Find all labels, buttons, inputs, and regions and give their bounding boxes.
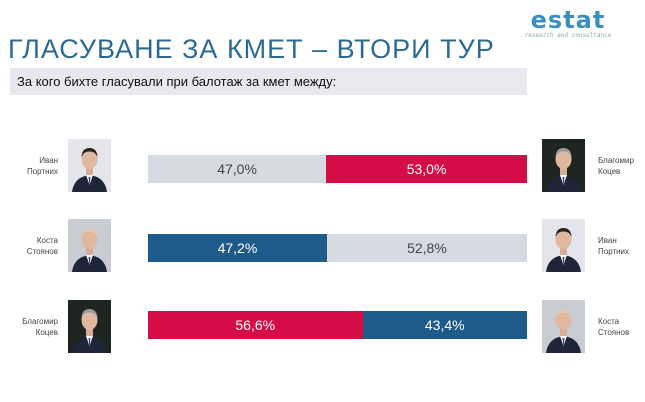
- matchup-row: Коста Стоянов 47,2% 52,8% Иван Портних: [0, 219, 645, 275]
- matchup-row: Благомир Коцев 56,6% 43,4% Коста Стоянов: [0, 300, 645, 356]
- first-name: Благомир: [598, 156, 634, 165]
- left-candidate-photo: [68, 300, 111, 353]
- slide-title: ГЛАСУВАНЕ ЗА КМЕТ – ВТОРИ ТУР: [8, 34, 495, 64]
- last-name: Стоянов: [598, 328, 630, 337]
- first-name: Иван: [39, 156, 58, 165]
- bar-segment-left: 56,6%: [148, 311, 363, 339]
- last-name: Портних: [26, 167, 58, 176]
- left-candidate-name: Благомир Коцев: [2, 316, 58, 338]
- stacked-bar: 56,6% 43,4%: [148, 311, 527, 339]
- left-candidate-name: Иван Портних: [2, 155, 58, 177]
- last-name: Коцев: [35, 328, 58, 337]
- right-candidate-photo: [542, 139, 585, 192]
- right-candidate-name: Иван Портних: [598, 235, 645, 257]
- question-box: За кого бихте гласували при балотаж за к…: [10, 68, 527, 95]
- bar-segment-right: 52,8%: [326, 234, 527, 262]
- last-name: Стоянов: [26, 247, 58, 256]
- stacked-bar: 47,2% 52,8%: [148, 234, 527, 262]
- right-candidate-photo: [542, 219, 585, 272]
- left-candidate-name: Коста Стоянов: [2, 235, 58, 257]
- left-candidate-photo: [68, 219, 111, 272]
- right-candidate-name: Коста Стоянов: [598, 316, 645, 338]
- first-name: Иван: [598, 236, 617, 245]
- first-name: Коста: [36, 236, 58, 245]
- data-label: 52,8%: [407, 240, 447, 256]
- bar-segment-right: 53,0%: [326, 155, 527, 183]
- first-name: Благомир: [22, 317, 58, 326]
- right-candidate-photo: [542, 300, 585, 353]
- bar-segment-right: 43,4%: [362, 311, 527, 339]
- left-candidate-photo: [68, 139, 111, 192]
- logo-word: estat: [530, 6, 606, 34]
- right-candidate-name: Благомир Коцев: [598, 155, 645, 177]
- matchup-row: Иван Портних 47,0% 53,0% Благомир Коцев: [0, 139, 645, 195]
- stacked-bar: 47,0% 53,0%: [148, 155, 527, 183]
- first-name: Коста: [598, 317, 620, 326]
- data-label: 47,2%: [217, 240, 258, 256]
- last-name: Коцев: [598, 167, 621, 176]
- last-name: Портних: [598, 247, 630, 256]
- data-label: 43,4%: [424, 317, 465, 333]
- bar-segment-left: 47,0%: [148, 155, 327, 183]
- data-label: 47,0%: [217, 161, 257, 177]
- bar-segment-left: 47,2%: [148, 234, 327, 262]
- data-label: 56,6%: [235, 317, 276, 333]
- logo-tagline: research and consultance: [524, 32, 612, 39]
- estat-logo: estat research and consultance: [518, 8, 618, 40]
- data-label: 53,0%: [406, 161, 447, 177]
